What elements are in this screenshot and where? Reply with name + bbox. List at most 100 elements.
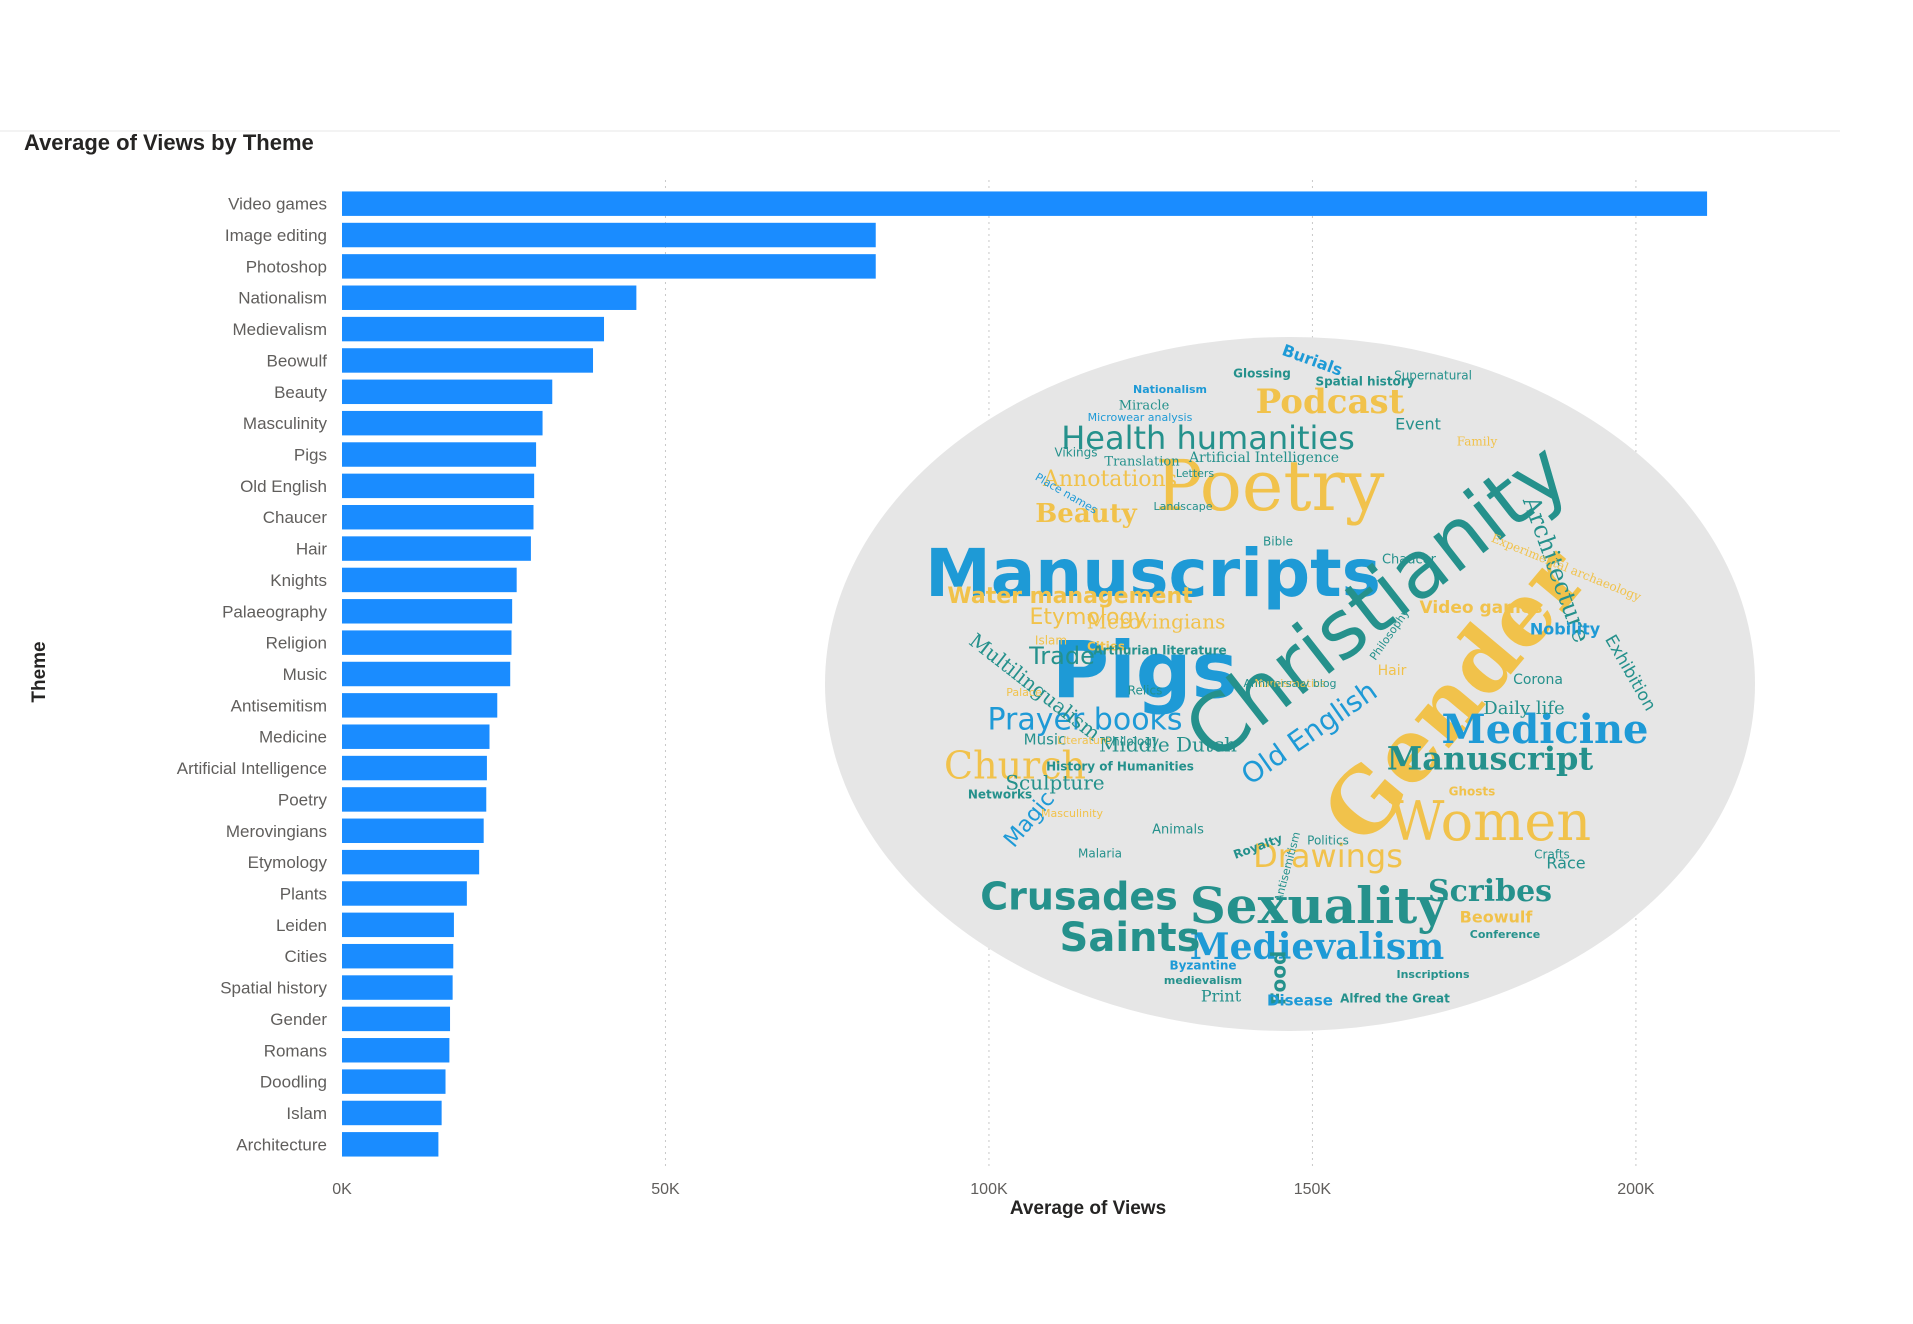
y-tick-label: Leiden bbox=[276, 916, 327, 935]
word-cloud-word: Anniversary blog bbox=[1243, 677, 1336, 690]
x-tick-label: 50K bbox=[651, 1181, 680, 1198]
word-cloud-word: Corona bbox=[1513, 672, 1563, 688]
word-cloud-word: Medicine bbox=[1442, 706, 1649, 753]
word-cloud-word: Nationalism bbox=[1133, 383, 1207, 396]
word-cloud-word: Middle Dutch bbox=[1099, 733, 1237, 757]
bar[interactable] bbox=[342, 1100, 442, 1126]
word-cloud-word: Church bbox=[944, 744, 1086, 788]
bar[interactable] bbox=[342, 975, 453, 1000]
bar[interactable] bbox=[342, 410, 543, 436]
word-cloud-word: Nobility bbox=[1530, 620, 1601, 639]
word-cloud-word: Poetry bbox=[1156, 445, 1385, 527]
x-axis-label: Average of Views bbox=[1010, 1198, 1166, 1219]
word-cloud-word: Podcast bbox=[1256, 382, 1405, 422]
word-cloud-word: Cities bbox=[1087, 640, 1125, 654]
y-tick-label: Palaeography bbox=[222, 602, 327, 621]
y-tick-label: Artificial Intelligence bbox=[177, 759, 327, 778]
word-cloud-word: Palace bbox=[1006, 686, 1042, 699]
bar[interactable] bbox=[342, 222, 876, 248]
bar[interactable] bbox=[342, 1006, 451, 1032]
bar[interactable] bbox=[342, 693, 498, 718]
bar[interactable] bbox=[342, 348, 594, 373]
bar[interactable] bbox=[342, 316, 605, 342]
word-cloud-word: Merovingians bbox=[1087, 610, 1226, 634]
bar[interactable] bbox=[342, 787, 487, 812]
bar[interactable] bbox=[342, 1038, 450, 1063]
word-cloud-word: Arthurian literature bbox=[1093, 644, 1226, 658]
word-cloud-word: Glossing bbox=[1233, 367, 1291, 381]
y-tick-label: Religion bbox=[266, 634, 327, 653]
word-cloud-word: Ghosts bbox=[1449, 785, 1496, 799]
word-cloud-word: Daily life bbox=[1483, 698, 1564, 719]
y-tick-label: Pigs bbox=[294, 446, 327, 465]
word-cloud-word: medievalism bbox=[1164, 974, 1242, 987]
bar[interactable] bbox=[342, 1069, 446, 1094]
bar[interactable] bbox=[342, 630, 512, 655]
word-cloud-word: Beowulf bbox=[1460, 908, 1534, 927]
word-cloud-word: Water management bbox=[947, 584, 1193, 609]
word-cloud-word: Supernatural bbox=[1394, 369, 1472, 383]
word-cloud-word: Translation bbox=[1104, 455, 1180, 470]
word-cloud-word: Literature bbox=[1057, 734, 1111, 747]
bar[interactable] bbox=[342, 567, 517, 593]
word-cloud-word: Video games bbox=[1420, 598, 1543, 618]
y-tick-label: Merovingians bbox=[226, 822, 327, 841]
y-tick-label: Hair bbox=[296, 540, 328, 559]
bar[interactable] bbox=[342, 661, 511, 687]
word-cloud-word: Vikings bbox=[1054, 446, 1097, 460]
word-cloud-word: Masculinity bbox=[1041, 807, 1103, 820]
bar[interactable] bbox=[342, 1132, 439, 1157]
bar[interactable] bbox=[342, 254, 876, 279]
bar[interactable] bbox=[342, 818, 484, 844]
chart-title: Average of Views by Theme bbox=[24, 130, 314, 155]
bar[interactable] bbox=[342, 881, 467, 906]
word-cloud-word: History of Humanities bbox=[1046, 760, 1194, 774]
word-cloud: ManuscriptsPigsChristianityGenderPoetryW… bbox=[825, 337, 1755, 1031]
bar[interactable] bbox=[342, 442, 537, 467]
word-cloud-word: Manuscript bbox=[1387, 740, 1594, 778]
x-tick-label: 0K bbox=[332, 1181, 352, 1198]
word-cloud-word: Malaria bbox=[1078, 847, 1122, 861]
bar[interactable] bbox=[342, 755, 487, 781]
word-cloud-word: Women bbox=[1389, 790, 1591, 853]
bar[interactable] bbox=[342, 191, 1708, 216]
word-cloud-word: Politics bbox=[1307, 834, 1349, 848]
bar[interactable] bbox=[342, 285, 637, 310]
word-cloud-word: Event bbox=[1395, 415, 1441, 434]
word-cloud-word: Medievalism bbox=[1190, 926, 1444, 968]
y-tick-label: Architecture bbox=[236, 1135, 327, 1154]
word-cloud-words: ManuscriptsPigsChristianityGenderPoetryW… bbox=[925, 340, 1660, 1009]
y-tick-label: Nationalism bbox=[238, 289, 327, 308]
y-tick-label: Romans bbox=[264, 1041, 327, 1060]
word-cloud-word: Music bbox=[1024, 731, 1067, 749]
word-cloud-word: Animals bbox=[1152, 823, 1204, 838]
bar[interactable] bbox=[342, 379, 553, 405]
bar[interactable] bbox=[342, 599, 513, 624]
bar[interactable] bbox=[342, 724, 490, 749]
x-tick-labels: 0K 50K 100K 150K 200K bbox=[332, 1181, 1655, 1198]
word-cloud-word: Annotations bbox=[1042, 467, 1177, 492]
bar[interactable] bbox=[342, 536, 531, 561]
y-tick-label: Knights bbox=[270, 571, 327, 590]
bars-group bbox=[342, 191, 1708, 1157]
x-tick-label: 200K bbox=[1617, 1181, 1655, 1198]
word-cloud-word: Pigs bbox=[1052, 626, 1238, 716]
y-tick-label: Medievalism bbox=[233, 320, 327, 339]
y-tick-label: Beowulf bbox=[267, 351, 328, 370]
bar[interactable] bbox=[342, 473, 535, 499]
bar[interactable] bbox=[342, 849, 480, 875]
word-cloud-word: Spatial history bbox=[1315, 375, 1414, 389]
y-tick-label: Photoshop bbox=[246, 257, 327, 276]
bar[interactable] bbox=[342, 912, 454, 938]
y-tick-label: Islam bbox=[286, 1104, 327, 1123]
word-cloud-word: Inscriptions bbox=[1396, 968, 1469, 981]
y-tick-label: Cities bbox=[284, 947, 327, 966]
y-tick-label: Video games bbox=[228, 195, 327, 214]
bar[interactable] bbox=[342, 504, 534, 530]
word-cloud-word: Microwear analysis bbox=[1088, 411, 1193, 424]
y-tick-label: Chaucer bbox=[263, 508, 328, 527]
bar[interactable] bbox=[342, 943, 454, 969]
word-cloud-word: Relics bbox=[1128, 684, 1163, 698]
y-tick-labels: Video games Image editing Photoshop Nationa… bbox=[177, 195, 328, 1155]
